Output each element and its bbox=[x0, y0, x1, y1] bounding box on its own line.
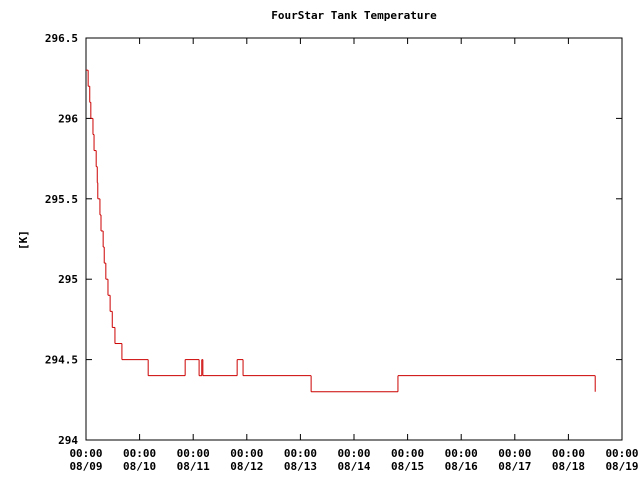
x-tick-label: 00:00 bbox=[337, 447, 370, 460]
x-tick-label: 00:00 bbox=[552, 447, 585, 460]
y-tick-label: 296 bbox=[58, 112, 78, 125]
chart-title: FourStar Tank Temperature bbox=[271, 9, 437, 22]
x-tick-label: 00:00 bbox=[391, 447, 424, 460]
x-tick-label: 00:00 bbox=[123, 447, 156, 460]
x-tick-label: 08/12 bbox=[230, 460, 263, 473]
x-tick-label: 00:00 bbox=[230, 447, 263, 460]
y-axis-label: [K] bbox=[17, 230, 30, 250]
x-tick-label: 08/13 bbox=[284, 460, 317, 473]
x-tick-label: 08/16 bbox=[445, 460, 478, 473]
x-tick-label: 08/15 bbox=[391, 460, 424, 473]
x-tick-label: 00:00 bbox=[445, 447, 478, 460]
x-tick-label: 08/14 bbox=[337, 460, 370, 473]
x-tick-label: 08/17 bbox=[498, 460, 531, 473]
y-tick-label: 295 bbox=[58, 273, 78, 286]
y-tick-label: 294.5 bbox=[45, 354, 78, 367]
plot-frame bbox=[85, 37, 623, 441]
x-tick-label: 08/11 bbox=[177, 460, 210, 473]
x-tick-label: 08/18 bbox=[552, 460, 585, 473]
x-tick-label: 00:00 bbox=[284, 447, 317, 460]
y-tick-label: 294 bbox=[58, 434, 78, 447]
x-tick-label: 08/10 bbox=[123, 460, 156, 473]
x-tick-label: 08/09 bbox=[69, 460, 102, 473]
x-tick-label: 00:00 bbox=[498, 447, 531, 460]
x-tick-label: 00:00 bbox=[69, 447, 102, 460]
x-tick-label: 00:00 bbox=[605, 447, 638, 460]
y-tick-label: 296.5 bbox=[45, 32, 78, 45]
y-tick-label: 295.5 bbox=[45, 193, 78, 206]
x-tick-label: 00:00 bbox=[177, 447, 210, 460]
x-tick-label: 08/19 bbox=[605, 460, 638, 473]
